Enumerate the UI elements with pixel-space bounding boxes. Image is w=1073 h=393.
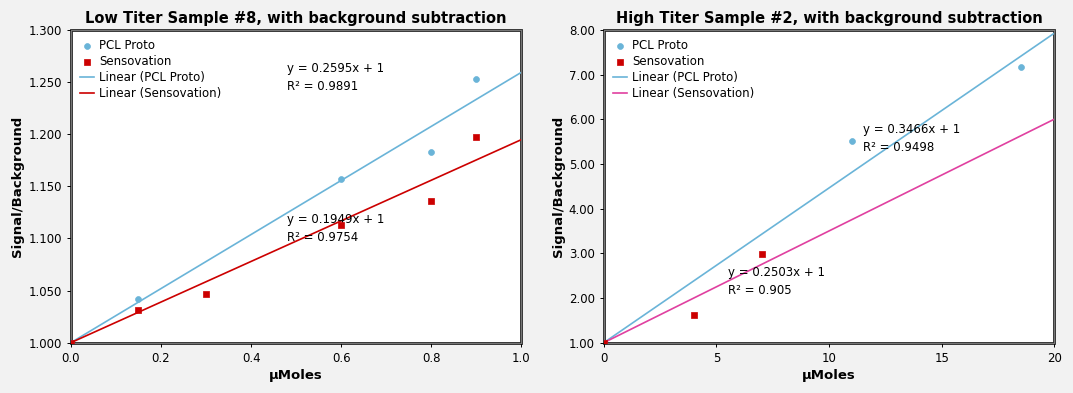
Linear (Sensovation): [624, 327, 637, 332]
Linear (Sensovation): [64, 340, 77, 345]
PCL Proto: [130, 296, 147, 302]
Linear (Sensovation): [681, 299, 694, 303]
PCL Proto: [1012, 64, 1029, 70]
Line: Linear (Sensovation): Linear (Sensovation): [71, 140, 521, 343]
Linear (PCL Proto): [493, 83, 505, 88]
Sensovation: [62, 340, 79, 346]
Linear (Sensovation): [1010, 136, 1023, 141]
Linear (PCL Proto): [91, 324, 104, 329]
Y-axis label: Signal/Background: Signal/Background: [11, 116, 24, 257]
PCL Proto: [843, 138, 861, 144]
Title: High Titer Sample #2, with background subtraction: High Titer Sample #2, with background su…: [616, 11, 1043, 26]
Linear (Sensovation): [91, 328, 104, 333]
Line: Linear (Sensovation): Linear (Sensovation): [604, 119, 1055, 343]
Linear (PCL Proto): [681, 283, 694, 288]
Linear (PCL Proto): [64, 340, 77, 345]
Text: y = 0.3466x + 1
R² = 0.9498: y = 0.3466x + 1 R² = 0.9498: [863, 123, 960, 154]
Linear (PCL Proto): [185, 268, 197, 273]
X-axis label: μMoles: μMoles: [803, 369, 856, 382]
Linear (PCL Proto): [148, 290, 161, 295]
Sensovation: [468, 134, 485, 141]
Linear (Sensovation): [718, 281, 731, 285]
Legend: PCL Proto, Sensovation, Linear (PCL Proto), Linear (Sensovation): PCL Proto, Sensovation, Linear (PCL Prot…: [76, 36, 225, 104]
Linear (PCL Proto): [1026, 46, 1039, 51]
Linear (Sensovation): [83, 332, 95, 337]
Linear (Sensovation): [616, 331, 629, 336]
X-axis label: μMoles: μMoles: [269, 369, 323, 382]
Linear (Sensovation): [1048, 117, 1061, 121]
Linear (Sensovation): [598, 340, 611, 345]
Linear (PCL Proto): [616, 328, 629, 332]
PCL Proto: [468, 76, 485, 82]
Linear (PCL Proto): [1010, 57, 1023, 62]
Line: Linear (PCL Proto): Linear (PCL Proto): [71, 72, 521, 343]
Text: y = 0.1949x + 1
R² = 0.9754: y = 0.1949x + 1 R² = 0.9754: [288, 213, 384, 244]
PCL Proto: [62, 340, 79, 346]
Legend: PCL Proto, Sensovation, Linear (PCL Proto), Linear (Sensovation): PCL Proto, Sensovation, Linear (PCL Prot…: [609, 36, 758, 104]
PCL Proto: [333, 176, 350, 182]
Sensovation: [753, 251, 770, 257]
Linear (PCL Proto): [598, 340, 611, 345]
Y-axis label: Signal/Background: Signal/Background: [552, 116, 564, 257]
Text: y = 0.2595x + 1
R² = 0.9891: y = 0.2595x + 1 R² = 0.9891: [288, 62, 384, 94]
Linear (PCL Proto): [83, 329, 95, 334]
Sensovation: [333, 222, 350, 228]
Sensovation: [197, 290, 215, 297]
PCL Proto: [423, 149, 440, 155]
Linear (PCL Proto): [624, 321, 637, 326]
Linear (Sensovation): [476, 154, 489, 159]
Title: Low Titer Sample #8, with background subtraction: Low Titer Sample #8, with background sub…: [86, 11, 506, 26]
Linear (PCL Proto): [515, 70, 528, 75]
PCL Proto: [596, 340, 613, 346]
Linear (Sensovation): [148, 303, 161, 307]
Linear (Sensovation): [1026, 128, 1039, 133]
Sensovation: [596, 340, 613, 346]
Line: Linear (PCL Proto): Linear (PCL Proto): [604, 33, 1055, 343]
Linear (PCL Proto): [1048, 31, 1061, 35]
Linear (PCL Proto): [476, 93, 489, 98]
Linear (Sensovation): [185, 286, 197, 291]
Sensovation: [423, 198, 440, 204]
Text: y = 0.2503x + 1
R² = 0.905: y = 0.2503x + 1 R² = 0.905: [727, 266, 825, 297]
Linear (PCL Proto): [718, 258, 731, 263]
Sensovation: [686, 312, 703, 318]
Linear (Sensovation): [515, 137, 528, 142]
Sensovation: [130, 307, 147, 314]
Linear (Sensovation): [493, 147, 505, 152]
